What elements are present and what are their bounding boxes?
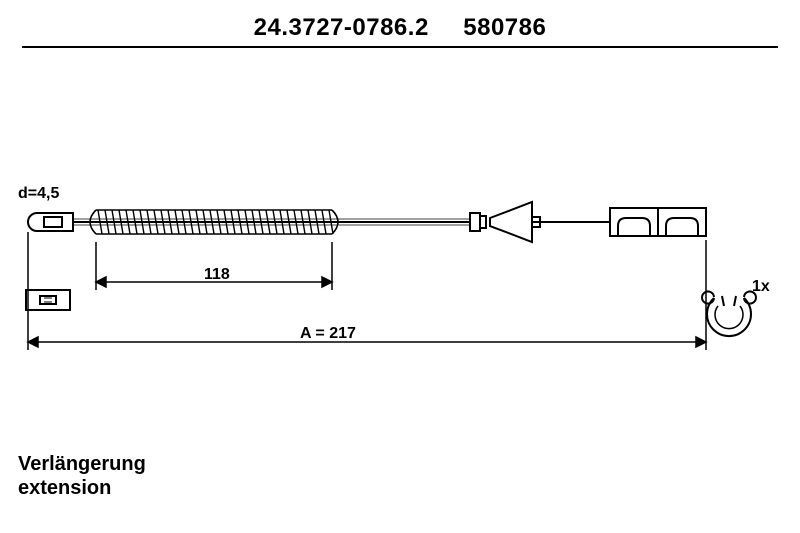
mid-stopper [470,213,486,231]
dimension-line-spring [96,242,332,290]
connector-end [610,208,706,236]
dimension-line-total [28,232,706,350]
end-tip [28,213,73,231]
retaining-clip-icon [702,292,756,337]
side-connector-view [26,290,70,310]
cone-fitting [490,202,540,242]
technical-drawing [0,0,800,533]
